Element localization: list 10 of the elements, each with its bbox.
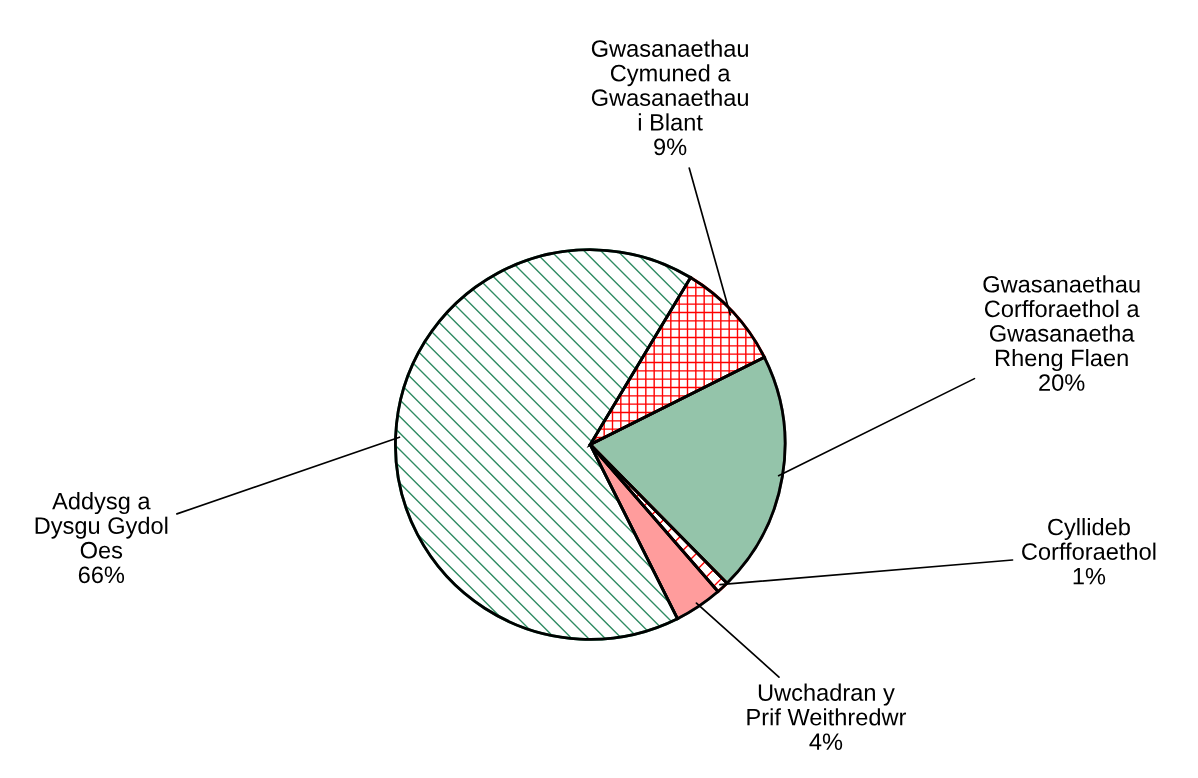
slice-label: Gwasanaethau Cymuned a Gwasanaethau i Blant [591, 39, 748, 131]
data-label: 1% [1073, 567, 1106, 585]
data-label: 66% [78, 566, 125, 584]
slice-label: Uwchadran y Prif Weithredwr [747, 683, 907, 726]
data-label: 20% [1039, 374, 1085, 391]
data-label: 4% [809, 733, 843, 750]
slice-label: Cyllideb Corfforaethol [1022, 518, 1156, 560]
data-label: 9% [654, 138, 687, 156]
slice-label: Addysg a Dysgu Gydol Oes [35, 492, 168, 559]
slice-label: Gwasanaethau Corfforaethol a Gwasanaetha Rheng Flaen [983, 275, 1140, 372]
